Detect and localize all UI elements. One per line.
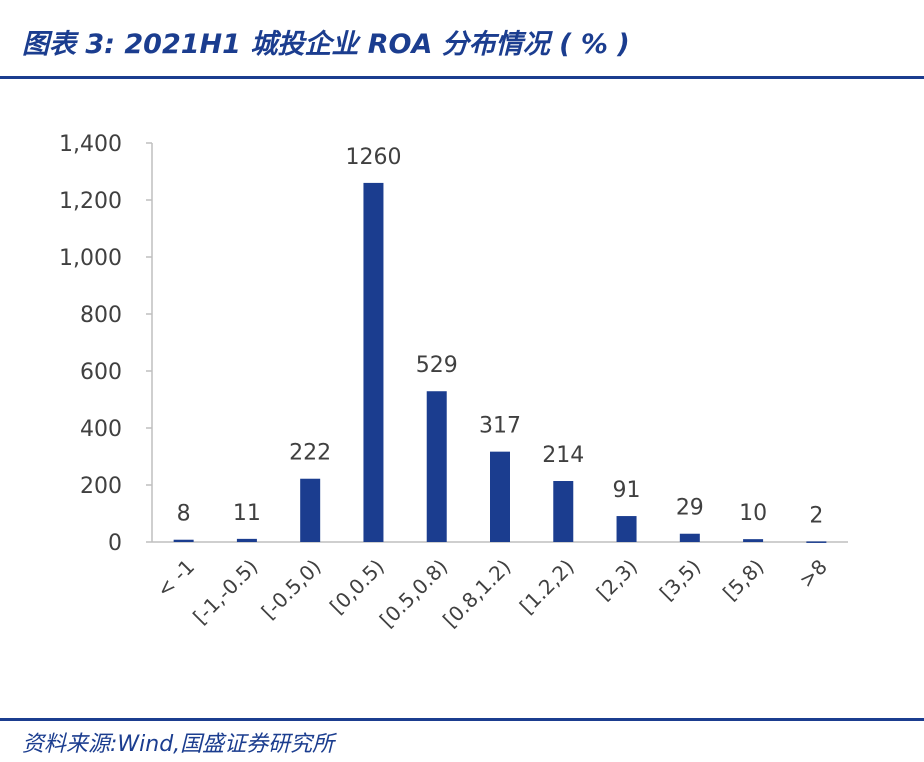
- x-tick-label: [0.8,1.2): [438, 555, 515, 632]
- data-label: 1260: [345, 145, 401, 170]
- x-tick-label: [3,5): [655, 555, 706, 606]
- x-tick-label: [-1,-0.5): [188, 555, 262, 629]
- bar-chart: 0 200 400 600 800 1,000 1,200 1,400 8 < -1 11 [-1,-…: [59, 132, 848, 632]
- bar: [173, 539, 194, 542]
- bar: [679, 533, 700, 542]
- y-tick-label: 400: [80, 417, 122, 442]
- bar: [236, 538, 257, 542]
- y-tick-label: 800: [80, 303, 122, 328]
- bar: [616, 516, 637, 542]
- bar: [553, 481, 574, 542]
- x-tick-label: [-0.5,0): [257, 555, 326, 624]
- bar: [363, 182, 384, 542]
- page-title: 图表 3: 2021H1 城投企业 ROA 分布情况 ( % ): [22, 29, 630, 60]
- y-tick-label: 1,400: [59, 132, 122, 157]
- x-tick-label: [2,3): [592, 555, 643, 606]
- y-tick-label: 1,000: [59, 246, 122, 271]
- x-tick-label: [0.5,0.8): [375, 555, 452, 632]
- data-label: 214: [542, 443, 584, 468]
- data-label: 222: [289, 441, 331, 466]
- data-label: 529: [416, 353, 458, 378]
- x-tick-label: [1.2,2): [515, 555, 579, 619]
- x-tick-label: >8: [794, 555, 832, 593]
- x-tick-label: [5,8): [718, 555, 769, 606]
- y-tick-label: 600: [80, 360, 122, 385]
- bar: [806, 541, 827, 543]
- footer-divider: [0, 718, 924, 721]
- bar: [300, 478, 321, 542]
- x-tick-label: < -1: [152, 555, 199, 602]
- bar: [426, 391, 447, 542]
- y-tick-label: 200: [80, 474, 122, 499]
- data-label: 10: [739, 501, 767, 526]
- bar: [490, 451, 510, 542]
- source-note: 资料来源:Wind,国盛证券研究所: [22, 732, 335, 757]
- data-label: 8: [177, 502, 191, 527]
- y-tick-label: 0: [108, 531, 122, 556]
- y-tick-label: 1,200: [59, 189, 122, 214]
- title-divider: [0, 76, 924, 79]
- x-tick-label: [0,0.5): [325, 555, 389, 619]
- data-label: 29: [676, 496, 704, 521]
- data-label: 91: [613, 478, 641, 503]
- data-label: 317: [479, 414, 521, 439]
- data-label: 11: [233, 501, 261, 526]
- bar: [743, 539, 764, 542]
- data-label: 2: [809, 503, 823, 528]
